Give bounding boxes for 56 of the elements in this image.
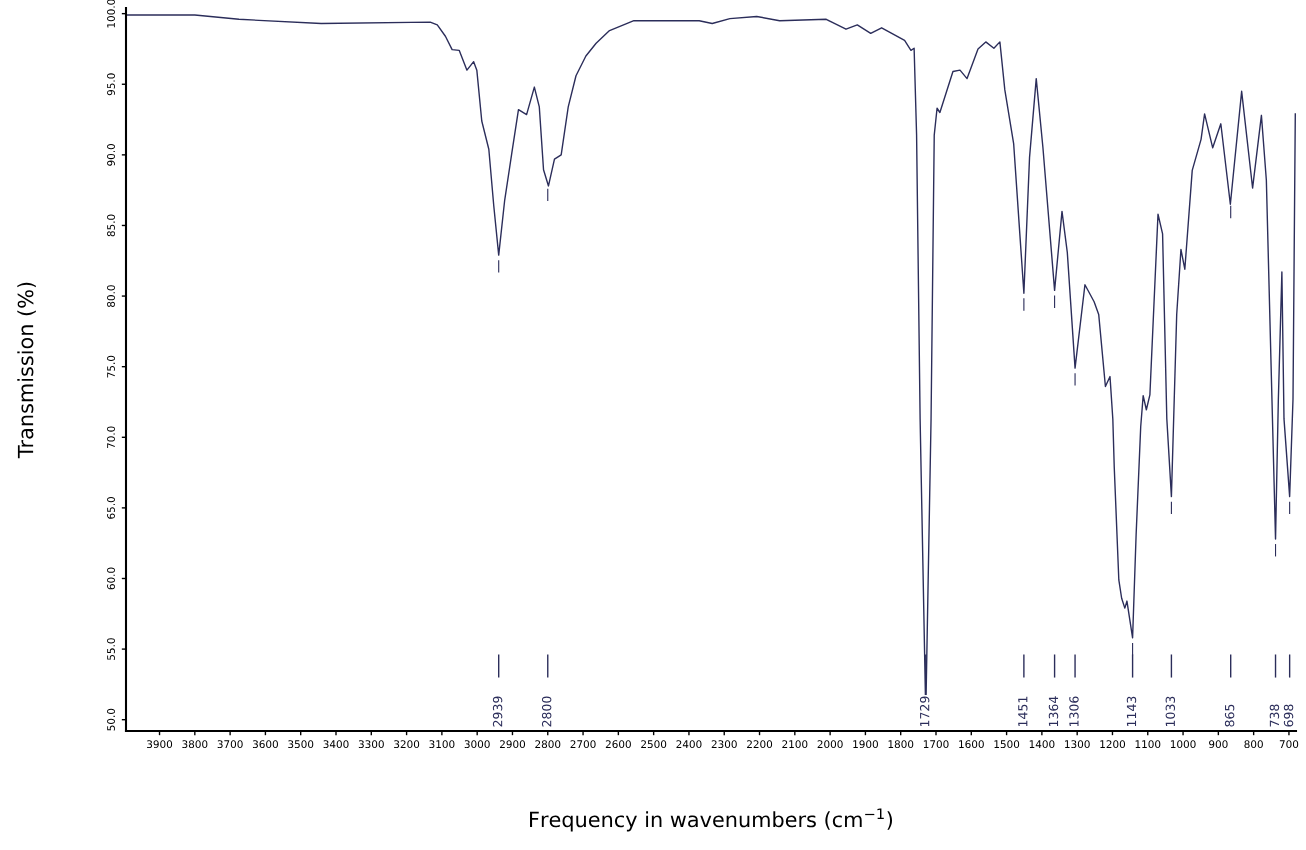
annotation: 2939 [492, 696, 503, 727]
x-tick-label: 700 [1279, 740, 1299, 749]
x-tick-label: 2000 [817, 740, 843, 749]
y-tick-label: 55.0 [107, 638, 115, 660]
y-tick-label: 85.0 [107, 214, 115, 237]
y-tick-label: 80.0 [107, 285, 115, 307]
x-tick-label: 2400 [676, 740, 702, 749]
x-tick-label: 1300 [1065, 740, 1090, 749]
y-tick-label: 70.0 [107, 426, 115, 449]
x-tick-label: 2200 [747, 740, 773, 749]
annotation: 1306 [1069, 696, 1079, 727]
x-tick-label: 2700 [570, 740, 596, 749]
x-tick-label: 1000 [1170, 740, 1196, 749]
x-tick-label: 3800 [182, 740, 208, 749]
x-tick-label: 1200 [1100, 740, 1126, 749]
x-tick-label: 2100 [782, 740, 808, 749]
x-tick-label: 2300 [711, 740, 737, 749]
y-tick-label: 65.0 [107, 496, 115, 519]
annotation: 698 [1283, 704, 1294, 727]
y-tick-label: 50.0 [107, 708, 115, 731]
annotation: 1451 [1018, 696, 1028, 727]
x-tick-label: 1400 [1029, 740, 1055, 749]
x-tick-label: 1900 [853, 740, 878, 749]
x-tick-label: 1700 [923, 740, 949, 749]
x-tick-label: 2500 [641, 740, 667, 749]
y-tick-label: 100.0 [107, 0, 115, 28]
x-tick-label: 1600 [959, 740, 984, 749]
x-tick-label: 3300 [358, 740, 384, 749]
x-tick-label: 1500 [994, 740, 1020, 749]
y-tick-label: 60.0 [107, 567, 115, 590]
x-tick-label: 3000 [464, 740, 490, 749]
annotation: 1364 [1048, 696, 1059, 727]
x-tick-label: 2800 [535, 740, 561, 749]
x-tick-label: 3500 [288, 740, 314, 749]
x-tick-label: 1800 [888, 740, 914, 749]
x-tick-label: 3400 [323, 740, 349, 749]
x-tick-label: 3900 [147, 740, 173, 749]
y-tick-label: 90.0 [107, 143, 115, 166]
annotation: 2800 [541, 696, 552, 727]
x-axis-title: Frequency in wavenumbers (cm$^{−1}$) [530, 808, 893, 832]
x-tick-label: 1100 [1135, 740, 1161, 749]
annotation: 738 [1269, 704, 1280, 727]
x-tick-label: 2900 [499, 740, 526, 749]
x-tick-label: 3200 [394, 740, 420, 749]
y-axis-title: Transmission (%) [17, 282, 36, 459]
x-tick-label: 900 [1209, 740, 1228, 749]
annotation: 1033 [1165, 696, 1176, 727]
x-tick-label: 3600 [252, 740, 278, 749]
x-tick-label: 800 [1244, 740, 1263, 749]
annotation: 865 [1224, 704, 1235, 727]
y-tick-label: 95.0 [107, 73, 115, 96]
x-tick-label: 2600 [605, 740, 631, 749]
annotation: 1143 [1126, 696, 1137, 727]
x-tick-label: 3100 [429, 740, 455, 749]
y-tick-label: 75.0 [107, 355, 115, 378]
x-tick-label: 3700 [217, 740, 243, 749]
